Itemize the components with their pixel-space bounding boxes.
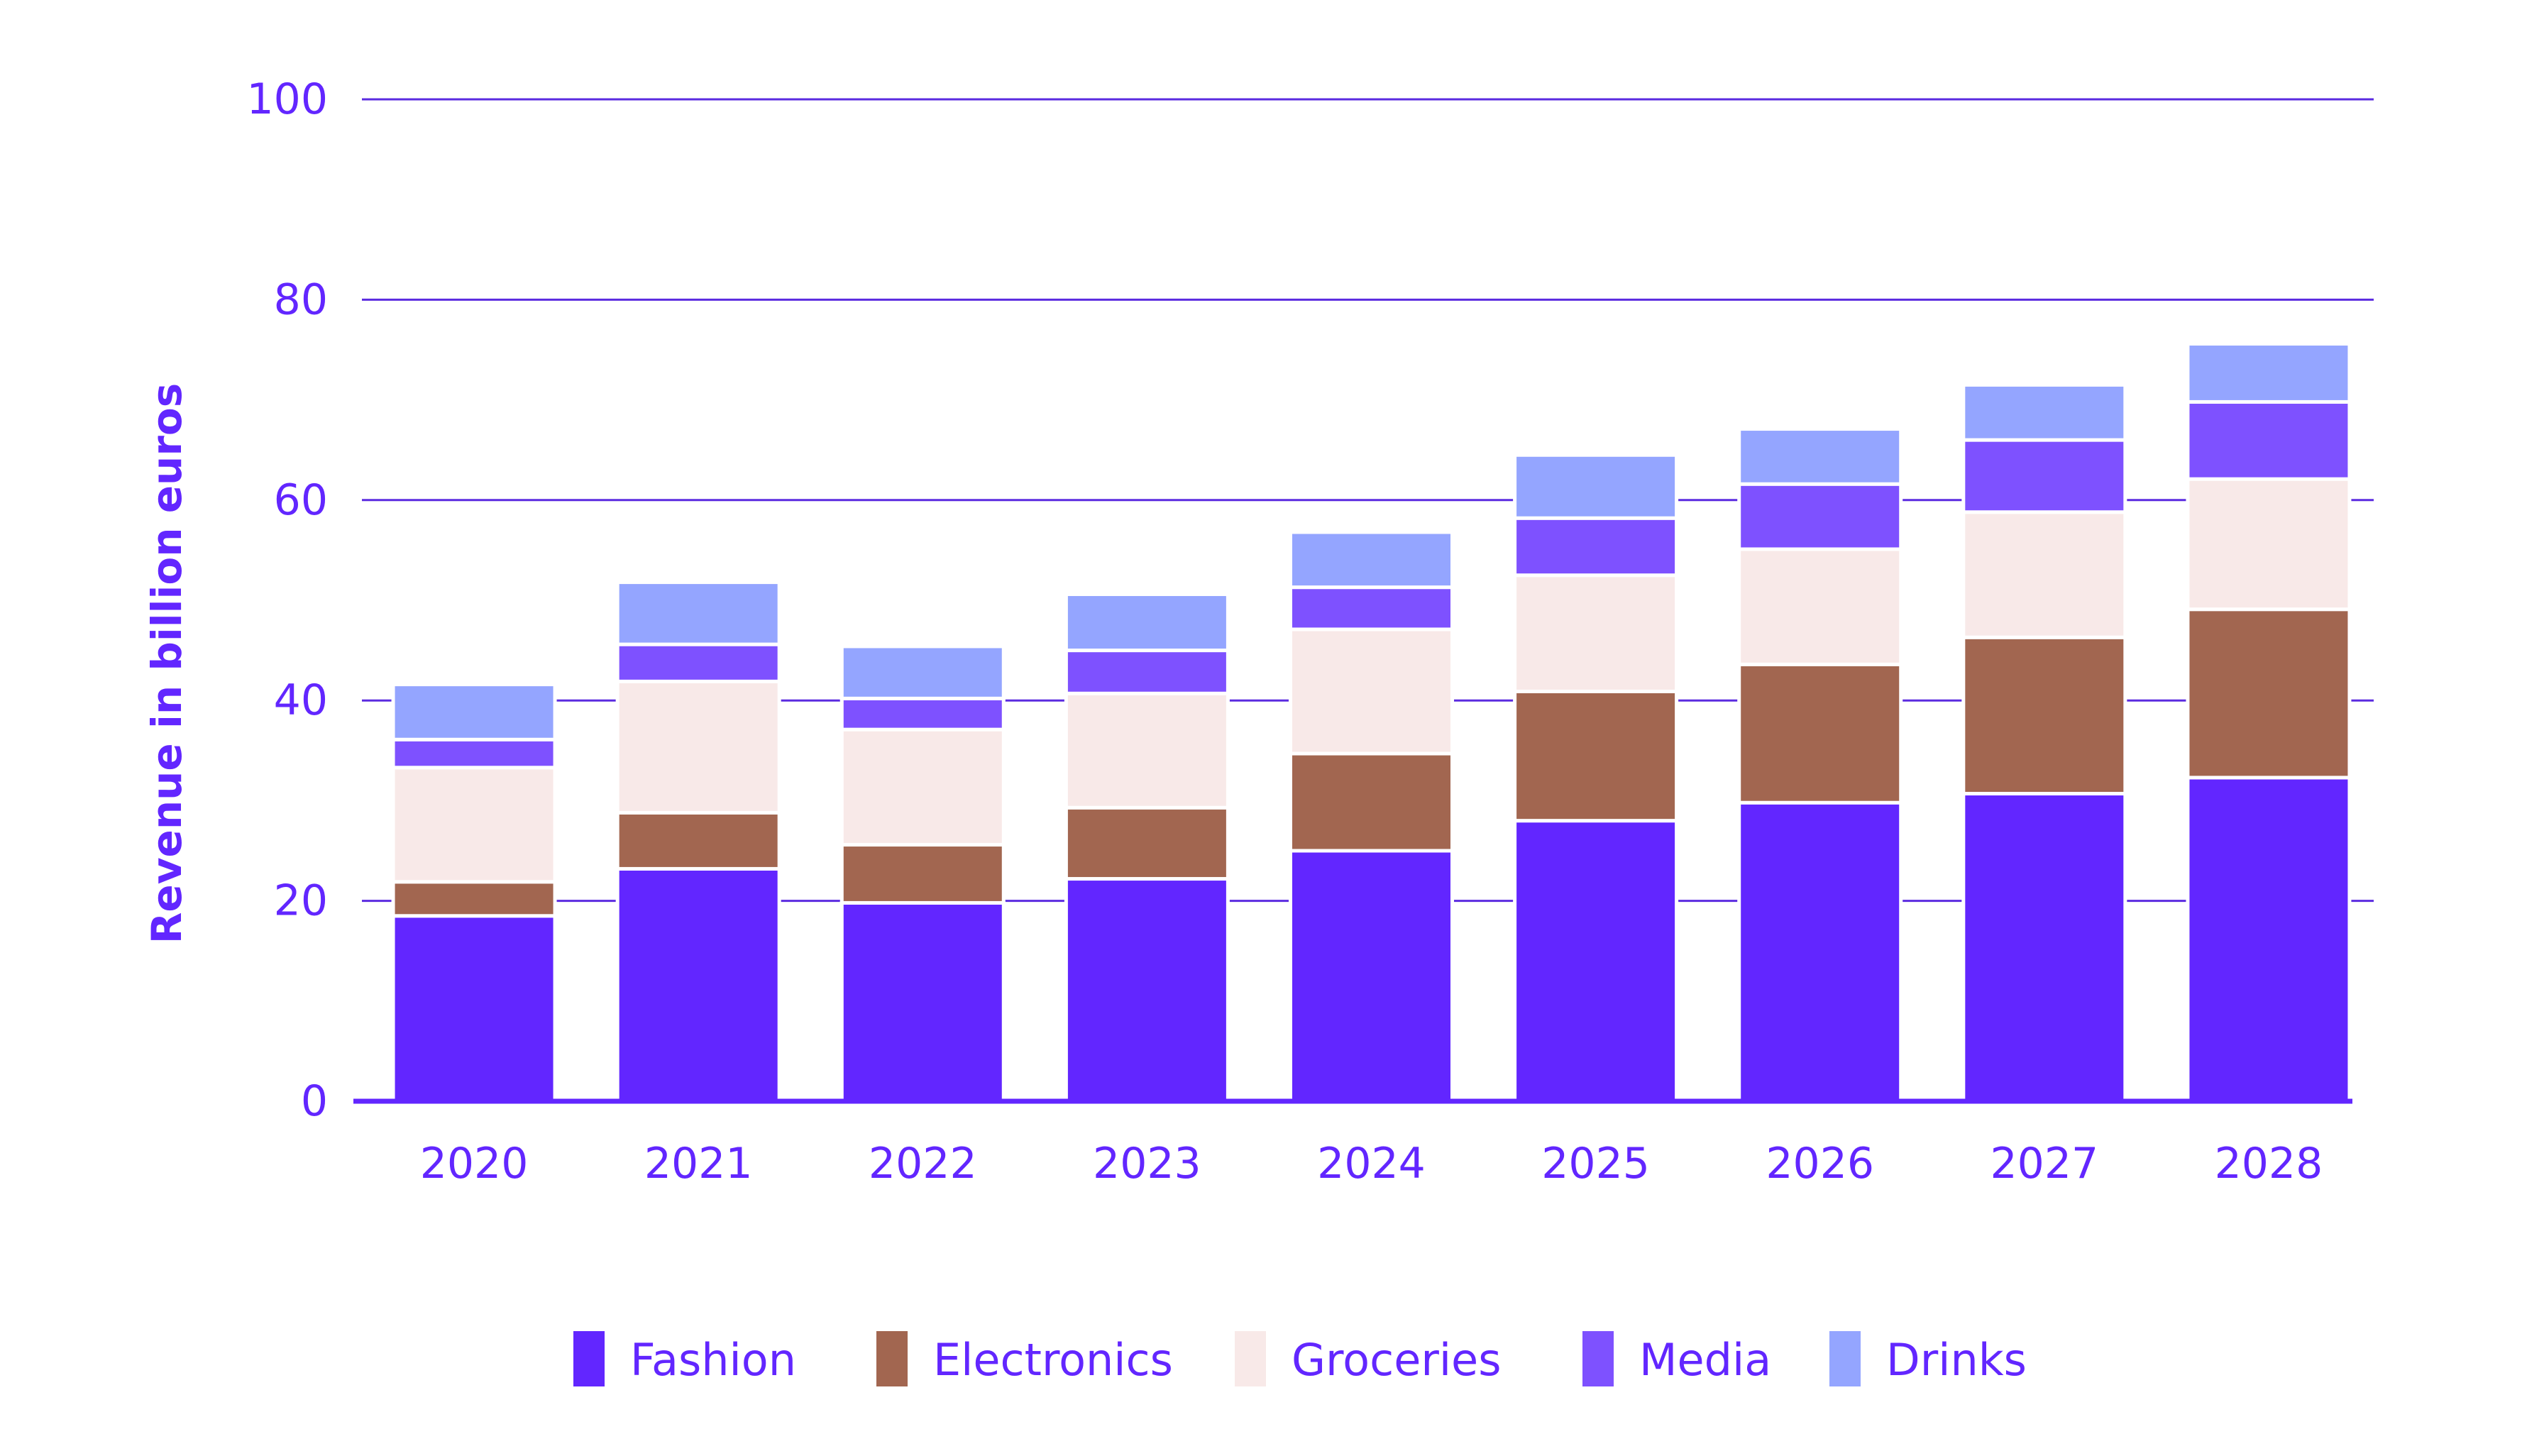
y-tick-label-20: 20 <box>274 876 328 926</box>
x-tick-label-2025: 2025 <box>1541 1139 1650 1188</box>
x-tick-label-2022: 2022 <box>869 1139 977 1188</box>
bar-groceries-2020 <box>391 766 557 884</box>
legend-label-fashion: Fashion <box>630 1334 796 1386</box>
legend-swatch-groceries <box>1235 1331 1266 1386</box>
gridlines: 0 20 40 60 80 100 <box>246 75 2374 1126</box>
bar-groceries-2028 <box>2186 477 2352 612</box>
bar-fashion-2023 <box>1064 877 1230 1103</box>
bar-electronics-2022 <box>839 843 1006 905</box>
bar-fashion-2026 <box>1737 800 1903 1103</box>
legend: Fashion Electronics Groceries Media Drinks <box>573 1331 2027 1386</box>
bar-electronics-2020 <box>391 880 557 918</box>
bar-drinks-2021 <box>615 580 781 646</box>
y-tick-label-80: 80 <box>274 275 328 324</box>
x-tick-label-2024: 2024 <box>1317 1139 1426 1188</box>
bars: 2020 2021 2022 2023 2024 2025 2026 2027 2028 <box>391 342 2352 1188</box>
bar-fashion-2024 <box>1289 849 1454 1103</box>
bar-media-2024 <box>1289 585 1454 632</box>
legend-swatch-media <box>1582 1331 1614 1386</box>
bar-media-2021 <box>615 642 781 683</box>
bar-media-2020 <box>391 737 557 770</box>
bar-fashion-2021 <box>615 866 781 1103</box>
bar-electronics-2024 <box>1289 751 1454 853</box>
legend-swatch-fashion <box>573 1331 605 1386</box>
bar-drinks-2025 <box>1513 453 1679 520</box>
x-tick-label-2021: 2021 <box>644 1139 753 1188</box>
bar-media-2023 <box>1064 649 1230 695</box>
legend-label-media: Media <box>1639 1334 1771 1386</box>
legend-label-drinks: Drinks <box>1886 1334 2027 1386</box>
x-tick-label-2020: 2020 <box>420 1139 529 1188</box>
bar-electronics-2026 <box>1737 662 1903 805</box>
bar-media-2026 <box>1737 482 1903 551</box>
bar-electronics-2025 <box>1513 689 1679 823</box>
bar-electronics-2021 <box>615 810 781 871</box>
bar-drinks-2022 <box>839 644 1006 700</box>
bar-fashion-2022 <box>839 900 1006 1103</box>
bar-groceries-2026 <box>1737 547 1903 666</box>
bar-media-2022 <box>839 696 1006 732</box>
bar-electronics-2027 <box>1961 635 2127 796</box>
bar-media-2027 <box>1961 438 2127 514</box>
bar-groceries-2025 <box>1513 573 1679 693</box>
bar-drinks-2023 <box>1064 592 1230 653</box>
bar-fashion-2027 <box>1961 792 2127 1103</box>
bar-drinks-2020 <box>391 683 557 741</box>
bar-groceries-2023 <box>1064 691 1230 810</box>
bar-media-2028 <box>2186 399 2352 481</box>
bar-drinks-2026 <box>1737 427 1903 486</box>
bar-electronics-2028 <box>2186 607 2352 780</box>
bar-media-2025 <box>1513 516 1679 578</box>
bar-electronics-2023 <box>1064 805 1230 881</box>
bar-groceries-2022 <box>839 727 1006 847</box>
y-tick-label-0: 0 <box>301 1076 328 1126</box>
bar-groceries-2021 <box>615 679 781 815</box>
y-tick-label-60: 60 <box>274 475 328 525</box>
y-tick-label-40: 40 <box>274 675 328 725</box>
bar-groceries-2024 <box>1289 627 1454 756</box>
bar-fashion-2028 <box>2186 776 2352 1103</box>
bar-fashion-2025 <box>1513 819 1679 1103</box>
y-axis-title: Revenue in billion euros <box>143 383 191 944</box>
x-tick-label-2028: 2028 <box>2215 1139 2323 1188</box>
x-tick-label-2023: 2023 <box>1093 1139 1201 1188</box>
legend-swatch-drinks <box>1829 1331 1861 1386</box>
bar-groceries-2027 <box>1961 510 2127 639</box>
x-tick-label-2027: 2027 <box>1990 1139 2098 1188</box>
bar-drinks-2027 <box>1961 382 2127 442</box>
bar-drinks-2024 <box>1289 530 1454 590</box>
legend-label-electronics: Electronics <box>933 1334 1173 1386</box>
x-tick-label-2026: 2026 <box>1766 1139 1874 1188</box>
bar-drinks-2028 <box>2186 342 2352 404</box>
y-tick-label-100: 100 <box>246 75 328 124</box>
legend-label-groceries: Groceries <box>1292 1334 1502 1386</box>
bar-fashion-2020 <box>391 914 557 1103</box>
legend-swatch-electronics <box>876 1331 908 1386</box>
